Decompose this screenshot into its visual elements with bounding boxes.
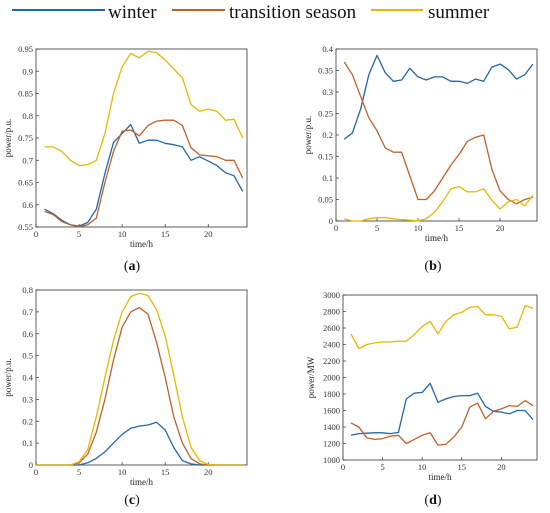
panel-tag-b: (b) bbox=[424, 259, 441, 274]
x-tick-label: 10 bbox=[414, 223, 423, 233]
y-tick-label: 0.95 bbox=[18, 44, 33, 54]
x-tick-label: 10 bbox=[118, 229, 127, 239]
x-tick-label: 5 bbox=[77, 467, 81, 477]
x-tick-label: 5 bbox=[380, 462, 384, 472]
legend: winter transition season summer bbox=[12, 2, 490, 23]
y-tick-label: 0.15 bbox=[318, 152, 333, 162]
y-tick-label: 2000 bbox=[323, 373, 340, 383]
x-tick-label: 0 bbox=[34, 229, 38, 239]
y-tick-label: 1000 bbox=[323, 455, 340, 465]
legend-label-winter: winter bbox=[108, 2, 157, 23]
chart-panel-d: 0 5 10 15 20 1000 1200 1400 1600 1800 2000 2200 2400… bbox=[306, 290, 538, 482]
y-tick-label: 0 bbox=[29, 460, 33, 470]
panel-tag-d: (d) bbox=[424, 493, 441, 508]
x-axis-label: time/h bbox=[130, 239, 153, 249]
y-tick-label: 1400 bbox=[323, 422, 340, 432]
x-tick-label: 5 bbox=[77, 229, 81, 239]
y-tick-label: 2800 bbox=[323, 307, 340, 317]
y-tick-label: 0.9 bbox=[22, 66, 33, 76]
x-tick-label: 15 bbox=[161, 467, 170, 477]
panel-tag-c: (c) bbox=[124, 493, 140, 508]
y-tick-label: 0.8 bbox=[22, 285, 33, 295]
plot-frame bbox=[342, 294, 538, 461]
x-tick-label: 0 bbox=[34, 467, 38, 477]
y-tick-label: 2600 bbox=[323, 323, 340, 333]
y-tick-label: 0.25 bbox=[318, 109, 333, 119]
y-tick-label: 0.2 bbox=[22, 416, 33, 426]
x-tick-label: 15 bbox=[161, 229, 170, 239]
y-tick-label: 0.6 bbox=[22, 329, 33, 339]
x-tick-label: 20 bbox=[204, 467, 213, 477]
x-tick-label: 15 bbox=[458, 462, 467, 472]
y-axis-label: power/p.u. bbox=[303, 116, 313, 155]
y-tick-label: 0.35 bbox=[318, 66, 333, 76]
series-line-winter bbox=[36, 421, 243, 466]
y-tick-label: 1800 bbox=[323, 389, 340, 399]
x-tick-label: 5 bbox=[375, 223, 379, 233]
x-tick-label: 0 bbox=[334, 223, 338, 233]
y-axis-label: power/p.u. bbox=[3, 119, 13, 158]
y-tick-label: 0.85 bbox=[18, 89, 33, 99]
y-tick-label: 0.65 bbox=[18, 178, 33, 188]
chart-panel-c: 0 5 10 15 20 0 0.1 0.2 0.3 0.4 0.5 0.6 0.7 0.8 time/h p… bbox=[3, 285, 248, 487]
y-tick-label: 0.75 bbox=[18, 133, 33, 143]
chart-panel-b: 0 5 10 15 20 0 0.05 0.1 0.15 0.2 0.25 0.3 0.35 0.4 tim… bbox=[303, 44, 538, 243]
y-axis-label: power/MW bbox=[306, 356, 316, 398]
legend-label-transition: transition season bbox=[229, 2, 357, 23]
y-tick-label: 0.05 bbox=[318, 195, 333, 205]
x-tick-label: 10 bbox=[118, 467, 127, 477]
series-line-summer bbox=[36, 292, 243, 466]
y-tick-label: 0.5 bbox=[22, 351, 33, 361]
y-tick-label: 1200 bbox=[323, 439, 340, 449]
y-tick-label: 2400 bbox=[323, 340, 340, 350]
x-axis-label: time/h bbox=[429, 472, 452, 482]
y-tick-label: 0.7 bbox=[22, 307, 33, 317]
y-tick-label: 1600 bbox=[323, 406, 340, 416]
x-tick-label: 10 bbox=[418, 462, 427, 472]
x-tick-label: 20 bbox=[496, 223, 505, 233]
x-tick-label: 0 bbox=[341, 462, 345, 472]
y-tick-label: 0.1 bbox=[322, 173, 333, 183]
x-axis-label: time/h bbox=[130, 477, 153, 487]
plot-frame bbox=[335, 48, 538, 222]
y-tick-label: 0.1 bbox=[22, 438, 33, 448]
series-line-transition-season bbox=[44, 119, 244, 228]
y-tick-label: 0.4 bbox=[22, 373, 33, 383]
y-tick-label: 0.55 bbox=[18, 222, 33, 232]
series-line-transition-season bbox=[350, 399, 534, 446]
y-tick-label: 2200 bbox=[323, 356, 340, 366]
panel-tag-a: (a) bbox=[124, 259, 141, 274]
x-tick-label: 20 bbox=[497, 462, 506, 472]
series-line-summer bbox=[344, 185, 534, 222]
x-tick-label: 15 bbox=[455, 223, 464, 233]
chart-panel-a: 0 5 10 15 20 0.55 0.6 0.65 0.7 0.75 0.8 0.85 0.9 0.95… bbox=[3, 44, 248, 249]
x-tick-label: 20 bbox=[204, 229, 213, 239]
series-line-transition-season bbox=[36, 306, 243, 466]
series-line-summer bbox=[44, 50, 244, 167]
series-line-summer bbox=[350, 305, 534, 350]
x-axis-label: time/h bbox=[425, 233, 448, 243]
y-tick-label: 0.8 bbox=[22, 111, 33, 121]
series-line-winter bbox=[44, 123, 244, 227]
y-tick-label: 0 bbox=[329, 216, 333, 226]
y-axis-label: power/p.u. bbox=[3, 358, 13, 397]
series-line-winter bbox=[343, 54, 534, 140]
y-tick-label: 0.2 bbox=[322, 130, 333, 140]
y-tick-label: 0.7 bbox=[22, 155, 33, 165]
y-tick-label: 3000 bbox=[323, 290, 340, 300]
series-line-transition-season bbox=[343, 61, 534, 205]
y-tick-label: 0.6 bbox=[22, 200, 33, 210]
y-tick-label: 0.3 bbox=[322, 87, 333, 97]
plot-frame bbox=[35, 289, 248, 466]
y-tick-label: 0.3 bbox=[22, 394, 33, 404]
plot-frame bbox=[35, 48, 248, 228]
series-line-winter bbox=[350, 382, 534, 436]
y-tick-label: 0.4 bbox=[322, 44, 333, 54]
legend-label-summer: summer bbox=[428, 2, 490, 23]
